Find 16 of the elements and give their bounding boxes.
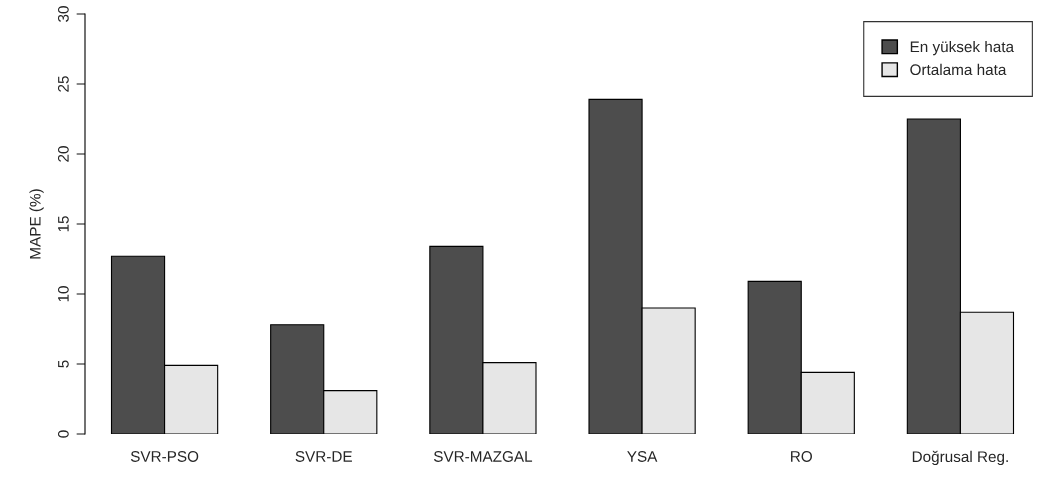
x-tick-label: SVR-PSO bbox=[130, 451, 199, 462]
y-tick-label: 30 bbox=[57, 6, 69, 22]
y-tick-label: 25 bbox=[57, 76, 69, 92]
y-tick-label: 20 bbox=[57, 146, 69, 162]
x-tick-label: YSA bbox=[627, 451, 658, 462]
y-tick-label: 0 bbox=[57, 430, 69, 438]
x-tick-label: SVR-MAZGAL bbox=[433, 451, 533, 462]
legend-label: Ortalama hata bbox=[910, 63, 1007, 76]
x-tick-label: Doğrusal Reg. bbox=[912, 450, 1008, 466]
legend-label: En yüksek hata bbox=[910, 40, 1015, 56]
y-tick-label: 10 bbox=[57, 286, 69, 302]
x-tick-label: SVR-DE bbox=[295, 451, 352, 462]
y-axis-title: MAPE (%) bbox=[29, 189, 44, 259]
y-tick-label: 15 bbox=[58, 216, 69, 232]
y-tick-label: 5 bbox=[58, 360, 69, 368]
x-tick-label: RO bbox=[791, 451, 812, 462]
